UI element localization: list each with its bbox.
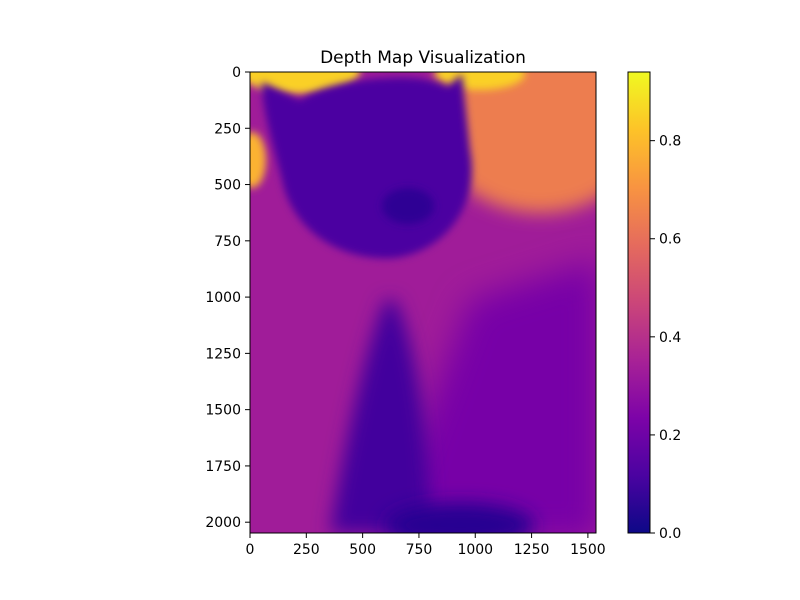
x-tick-label: 1500 bbox=[570, 542, 606, 558]
x-tick-label: 500 bbox=[349, 542, 376, 558]
depth-left-highlight bbox=[250, 132, 266, 188]
x-tick-label: 1250 bbox=[514, 542, 550, 558]
x-tick-label: 250 bbox=[293, 542, 320, 558]
depth-lamp-glow bbox=[430, 72, 596, 213]
plot-area bbox=[249, 71, 597, 534]
y-tick-label: 1000 bbox=[205, 290, 241, 306]
x-tick-label: 750 bbox=[406, 542, 433, 558]
y-tick-label: 1750 bbox=[205, 459, 241, 475]
colorbar-tick-label: 0.4 bbox=[659, 330, 681, 346]
y-tick-label: 2000 bbox=[205, 515, 241, 531]
colorbar: 0.0 0.2 0.4 0.6 0.8 bbox=[627, 71, 681, 542]
depth-bottom-shadow bbox=[385, 503, 535, 533]
y-tick-label: 250 bbox=[214, 121, 241, 137]
colorbar-gradient bbox=[627, 71, 651, 534]
plot-frame bbox=[249, 71, 597, 534]
colorbar-tick-label: 0.2 bbox=[659, 428, 681, 444]
depth-floor-region bbox=[382, 261, 596, 533]
y-tick-label: 750 bbox=[214, 234, 241, 250]
x-axis: 0 250 500 750 1000 1250 1500 bbox=[246, 533, 606, 558]
y-axis: 0 250 500 750 1000 1250 1500 1750 2000 bbox=[205, 65, 250, 531]
depth-cat-body bbox=[330, 300, 430, 533]
y-tick-label: 500 bbox=[214, 178, 241, 194]
colorbar-tick-label: 0.8 bbox=[659, 134, 681, 150]
x-tick-label: 0 bbox=[246, 542, 255, 558]
y-tick-label: 1250 bbox=[205, 346, 241, 362]
x-tick-label: 1000 bbox=[457, 542, 493, 558]
y-tick-label: 1500 bbox=[205, 403, 241, 419]
colorbar-tick-label: 0.6 bbox=[659, 232, 681, 248]
colorbar-tick-label: 0.0 bbox=[659, 526, 681, 542]
y-tick-label: 0 bbox=[232, 65, 241, 81]
depth-cat-nose bbox=[382, 188, 434, 224]
chart-title: Depth Map Visualization bbox=[320, 48, 526, 68]
